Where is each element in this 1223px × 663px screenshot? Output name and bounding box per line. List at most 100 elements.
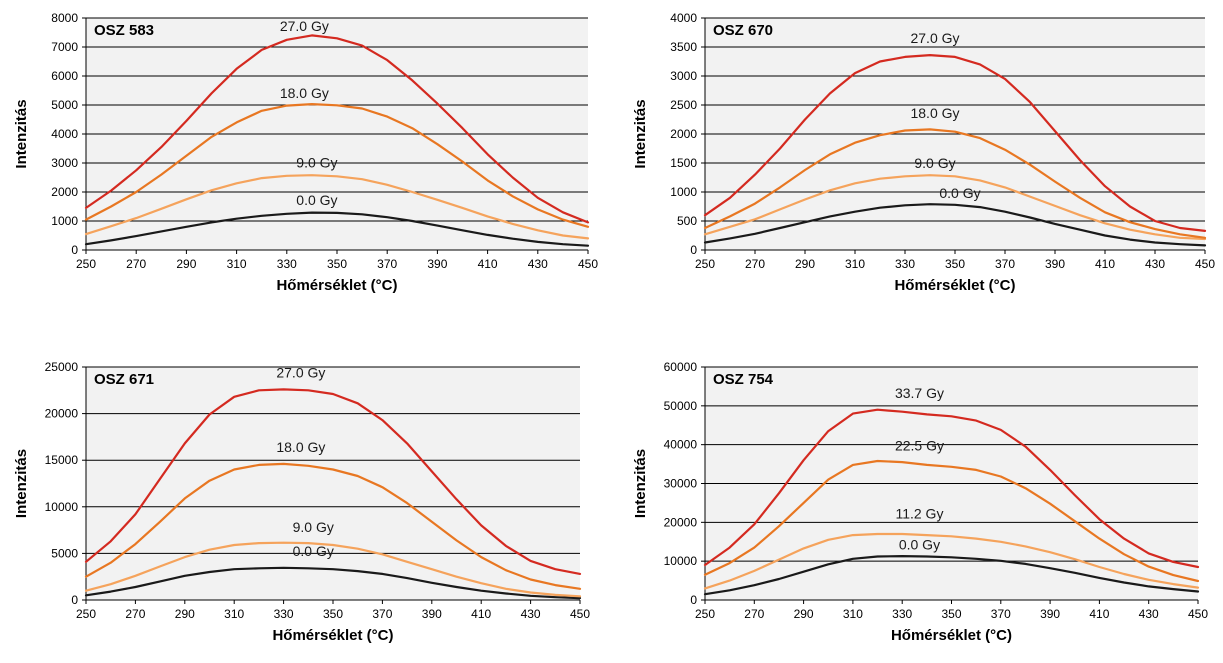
- x-tick-label: 450: [1188, 607, 1208, 621]
- x-tick-label: 270: [125, 607, 145, 621]
- y-tick-label: 30000: [664, 477, 698, 491]
- x-tick-label: 270: [744, 607, 764, 621]
- series-line-3: [703, 459, 1200, 583]
- x-axis-title: Hőmérséklet (°C): [894, 277, 1015, 294]
- x-tick-label: 370: [372, 607, 392, 621]
- x-axis-title: Hőmérséklet (°C): [272, 627, 393, 644]
- x-tick-label: 370: [377, 257, 397, 271]
- series-line-3: [703, 128, 1207, 239]
- y-tick-label: 500: [677, 214, 697, 228]
- x-tick-label: 290: [794, 607, 814, 621]
- x-tick-label: 390: [1045, 257, 1065, 271]
- y-axis-title: Intenzitás: [13, 99, 30, 168]
- x-tick-label: 350: [327, 257, 347, 271]
- x-tick-label: 370: [995, 257, 1015, 271]
- series-line-1: [84, 211, 590, 247]
- dose-label: 9.0 Gy: [914, 155, 955, 171]
- series-line-2: [703, 532, 1200, 590]
- x-tick-label: 430: [1145, 257, 1165, 271]
- x-tick-label: 330: [277, 257, 297, 271]
- x-tick-label: 390: [422, 607, 442, 621]
- x-tick-label: 430: [528, 257, 548, 271]
- y-tick-label: 7000: [51, 40, 78, 54]
- x-tick-label: 250: [76, 257, 96, 271]
- series-line-3: [84, 462, 582, 590]
- y-axis-title: Intenzitás: [13, 449, 30, 518]
- series-line-1: [84, 566, 582, 600]
- dose-label: 22.5 Gy: [895, 437, 944, 453]
- series-line-2: [84, 174, 590, 240]
- x-tick-label: 330: [895, 257, 915, 271]
- chart-panel-4: 0 10000 20000 30000 40000 50000 60000 250 270 290…: [632, 360, 1208, 644]
- dose-label: 11.2 Gy: [895, 505, 943, 521]
- dose-label: 9.0 Gy: [293, 519, 334, 535]
- dose-label: 27.0 Gy: [280, 18, 329, 34]
- series-line-4: [84, 34, 590, 224]
- y-tick-label: 50000: [664, 399, 698, 413]
- y-tick-label: 2000: [51, 185, 78, 199]
- x-tick-label: 450: [578, 257, 598, 271]
- y-axis-title: Intenzitás: [632, 99, 649, 168]
- x-tick-label: 290: [795, 257, 815, 271]
- series-line-4: [703, 53, 1207, 232]
- y-tick-label: 5000: [51, 98, 78, 112]
- y-tick-label: 3000: [670, 69, 697, 83]
- y-tick-label: 4000: [51, 127, 78, 141]
- x-tick-label: 370: [991, 607, 1011, 621]
- x-tick-label: 250: [76, 607, 96, 621]
- x-tick-label: 310: [843, 607, 863, 621]
- x-tick-label: 270: [745, 257, 765, 271]
- y-tick-label: 15000: [45, 453, 79, 467]
- dose-label: 9.0 Gy: [296, 154, 337, 170]
- y-tick-label: 0: [690, 593, 697, 607]
- x-tick-label: 330: [892, 607, 912, 621]
- series-line-4: [703, 408, 1200, 569]
- y-tick-label: 1000: [670, 185, 697, 199]
- x-axis-title: Hőmérséklet (°C): [276, 277, 397, 294]
- y-tick-label: 2000: [670, 127, 697, 141]
- x-tick-label: 310: [227, 257, 247, 271]
- chart-panel-3: 0 5000 10000 15000 20000 25000 250 270 290 310 330…: [13, 360, 590, 644]
- series-line-1: [703, 554, 1200, 596]
- dose-label: 0.0 Gy: [939, 185, 980, 201]
- y-tick-label: 40000: [664, 438, 698, 452]
- dose-label: 0.0 Gy: [899, 537, 940, 553]
- y-tick-label: 25000: [45, 360, 79, 374]
- series-line-2: [84, 541, 582, 598]
- y-tick-label: 20000: [45, 407, 79, 421]
- y-tick-label: 4000: [670, 11, 697, 25]
- y-tick-label: 5000: [51, 546, 78, 560]
- x-tick-label: 250: [695, 607, 715, 621]
- dose-label: 0.0 Gy: [293, 543, 334, 559]
- x-tick-label: 410: [1095, 257, 1115, 271]
- y-tick-label: 60000: [664, 360, 698, 374]
- dose-label: 27.0 Gy: [276, 364, 325, 380]
- dose-label: 33.7 Gy: [895, 385, 944, 401]
- dose-label: 18.0 Gy: [910, 105, 959, 121]
- plot-area: [86, 367, 580, 600]
- panel-title: OSZ 671: [94, 371, 154, 388]
- x-tick-label: 430: [521, 607, 541, 621]
- x-tick-label: 350: [941, 607, 961, 621]
- x-tick-label: 350: [323, 607, 343, 621]
- series-line-4: [84, 388, 582, 576]
- y-tick-label: 0: [71, 243, 78, 257]
- x-tick-label: 350: [945, 257, 965, 271]
- y-tick-label: 10000: [664, 554, 698, 568]
- y-tick-label: 10000: [45, 500, 79, 514]
- y-tick-label: 1000: [51, 214, 78, 228]
- y-tick-label: 2500: [670, 98, 697, 112]
- panel-title: OSZ 754: [713, 371, 774, 388]
- y-tick-label: 20000: [664, 515, 698, 529]
- x-tick-label: 450: [1195, 257, 1215, 271]
- y-tick-label: 0: [71, 593, 78, 607]
- x-tick-label: 290: [175, 607, 195, 621]
- chart-panel-1: 0 1000 2000 3000 4000 5000 6000 7000 8000 250 270 2…: [13, 11, 598, 294]
- x-tick-label: 250: [695, 257, 715, 271]
- dose-label: 18.0 Gy: [280, 85, 329, 101]
- dose-label: 27.0 Gy: [910, 30, 959, 46]
- x-tick-label: 410: [471, 607, 491, 621]
- dose-label: 18.0 Gy: [276, 439, 325, 455]
